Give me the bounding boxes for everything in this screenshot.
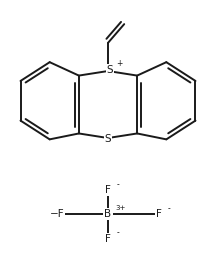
Text: S: S xyxy=(105,133,111,144)
Text: -: - xyxy=(117,228,120,237)
Text: F: F xyxy=(105,233,111,244)
Text: −F: −F xyxy=(50,209,65,219)
Text: F: F xyxy=(156,209,162,219)
Text: 3+: 3+ xyxy=(115,205,126,211)
Text: -: - xyxy=(117,180,120,189)
Text: B: B xyxy=(105,209,111,219)
Text: +: + xyxy=(117,59,123,68)
Text: -: - xyxy=(168,204,170,213)
Text: S: S xyxy=(107,65,113,75)
Text: F: F xyxy=(105,185,111,195)
